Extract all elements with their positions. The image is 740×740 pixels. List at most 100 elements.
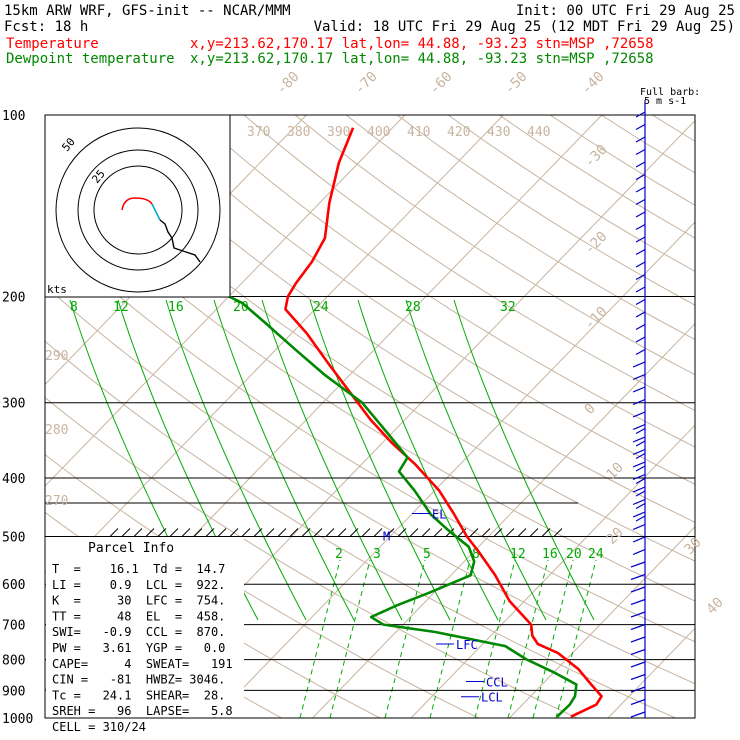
hatch-tick bbox=[553, 528, 563, 537]
legend-temperature-info: x,y=213.62,170.17 lat,lon= 44.88, -93.23… bbox=[190, 36, 654, 52]
parcel-info-row: LI = 0.9 LCL = 922. bbox=[52, 578, 225, 592]
wind-barb bbox=[630, 673, 646, 681]
wind-barb bbox=[635, 261, 646, 268]
isotherm-label: -10 bbox=[582, 304, 611, 333]
wind-barb bbox=[632, 473, 646, 481]
wind-barb bbox=[635, 477, 646, 485]
hodograph-ring bbox=[55, 127, 221, 293]
header-init: Init: 00 UTC Fri 29 Aug 25 bbox=[516, 3, 735, 19]
wind-barb bbox=[635, 223, 646, 231]
wind-barb bbox=[635, 502, 646, 510]
isotherm bbox=[45, 115, 504, 589]
isotherm bbox=[607, 627, 695, 718]
pressure-tick-label: 900 bbox=[2, 684, 25, 699]
wind-barb bbox=[635, 148, 646, 156]
dry-adiabat bbox=[192, 115, 695, 448]
hatch-tick bbox=[373, 528, 383, 537]
dry-adiabat bbox=[45, 229, 695, 643]
pressure-tick-label: 100 bbox=[2, 109, 25, 124]
wind-barb bbox=[632, 486, 646, 493]
wind-barb bbox=[630, 573, 646, 581]
wind-barb bbox=[635, 111, 646, 118]
hatch-tick bbox=[457, 528, 467, 537]
dry-adiabat bbox=[601, 115, 695, 174]
wind-barb bbox=[632, 548, 646, 556]
parcel-info-row: SWI= -0.9 CCL = 870. bbox=[52, 625, 225, 639]
wind-barb bbox=[635, 440, 646, 447]
hatch-tick bbox=[157, 528, 167, 537]
wind-barb bbox=[630, 711, 646, 718]
wind-barb bbox=[632, 511, 646, 518]
hatch-tick bbox=[205, 528, 215, 537]
dry-adiabat bbox=[243, 115, 695, 412]
wind-barb bbox=[635, 211, 646, 218]
wind-barb bbox=[632, 523, 646, 531]
wind-barb bbox=[635, 236, 646, 243]
parcel-info-row: CIN = -81 HWBZ= 3046. bbox=[52, 673, 225, 687]
wind-barbs bbox=[630, 100, 646, 718]
theta-label: 390 bbox=[327, 125, 350, 140]
hodograph-trace-upper bbox=[159, 219, 201, 263]
wind-barb bbox=[635, 311, 646, 318]
mixing-ratio-label: 24 bbox=[588, 547, 604, 562]
moist-adiabat bbox=[405, 299, 547, 621]
wind-barb bbox=[635, 298, 646, 306]
parcel-info-box: Parcel Info T = 16.1 Td = 14.7 LI = 0.9 LC… bbox=[46, 537, 244, 734]
parcel-info-bg bbox=[46, 537, 244, 717]
theta-label: 290 bbox=[45, 349, 68, 364]
mixing-ratio-label: 2 bbox=[335, 547, 343, 562]
wind-barb bbox=[635, 348, 646, 356]
dry-adiabat bbox=[652, 115, 695, 142]
theta-label: 420 bbox=[447, 125, 470, 140]
theta-label: 430 bbox=[487, 125, 510, 140]
wind-barb bbox=[630, 611, 646, 618]
mixing-ratio-label: 20 bbox=[566, 547, 582, 562]
hatch-tick bbox=[517, 528, 527, 537]
dry-adiabat bbox=[45, 396, 578, 718]
pressure-tick-label: 800 bbox=[2, 654, 25, 669]
level-label: LFC bbox=[456, 638, 478, 652]
hatch-tick bbox=[385, 528, 395, 537]
hatch-tick bbox=[505, 528, 515, 537]
theta-label: 440 bbox=[527, 125, 550, 140]
theta-label: 410 bbox=[407, 125, 430, 140]
wind-barb bbox=[632, 411, 646, 418]
pressure-tick-label: 600 bbox=[2, 578, 25, 593]
mixing-ratio-line bbox=[532, 559, 574, 718]
moist-adiabat bbox=[453, 299, 595, 621]
hodograph-units: kts bbox=[47, 283, 67, 296]
parcel-info-row: TT = 48 EL = 458. bbox=[52, 609, 225, 623]
hatch-tick bbox=[193, 528, 203, 537]
hatch-tick bbox=[301, 528, 311, 537]
hatch-tick bbox=[289, 528, 299, 537]
header-model: 15km ARW WRF, GFS-init -- NCAR/MMM bbox=[4, 3, 291, 19]
wind-barb bbox=[635, 323, 646, 331]
pressure-tick-label: 1000 bbox=[2, 712, 33, 727]
mixing-ratio-label: 12 bbox=[510, 547, 526, 562]
hatch-tick bbox=[253, 528, 263, 537]
legend-dewpoint-info: x,y=213.62,170.17 lat,lon= 44.88, -93.23… bbox=[190, 51, 654, 67]
pressure-tick-label: 200 bbox=[2, 291, 25, 306]
hatch-tick bbox=[421, 528, 431, 537]
moist-adiabat bbox=[165, 299, 307, 621]
wind-barb bbox=[635, 515, 646, 522]
wind-barb bbox=[630, 648, 646, 656]
wind-barb bbox=[632, 536, 646, 543]
hatch-tick bbox=[133, 528, 143, 537]
theta-label: 280 bbox=[45, 423, 68, 438]
dry-adiabat bbox=[703, 115, 740, 718]
legend-temperature: Temperature bbox=[6, 36, 99, 52]
hatch-tick bbox=[529, 528, 539, 537]
dry-adiabat bbox=[45, 284, 695, 685]
legend-dewpoint: Dewpoint temperature bbox=[6, 51, 175, 67]
isotherm bbox=[213, 221, 695, 718]
isotherm bbox=[707, 115, 740, 718]
wind-barb bbox=[635, 248, 646, 256]
wind-barb bbox=[632, 498, 646, 506]
parcel-info-row: T = 16.1 Td = 14.7 bbox=[52, 562, 225, 576]
hodograph-frame bbox=[44, 114, 231, 298]
mixing-ratio-label: 32 bbox=[500, 300, 516, 315]
wind-barb bbox=[635, 161, 646, 168]
